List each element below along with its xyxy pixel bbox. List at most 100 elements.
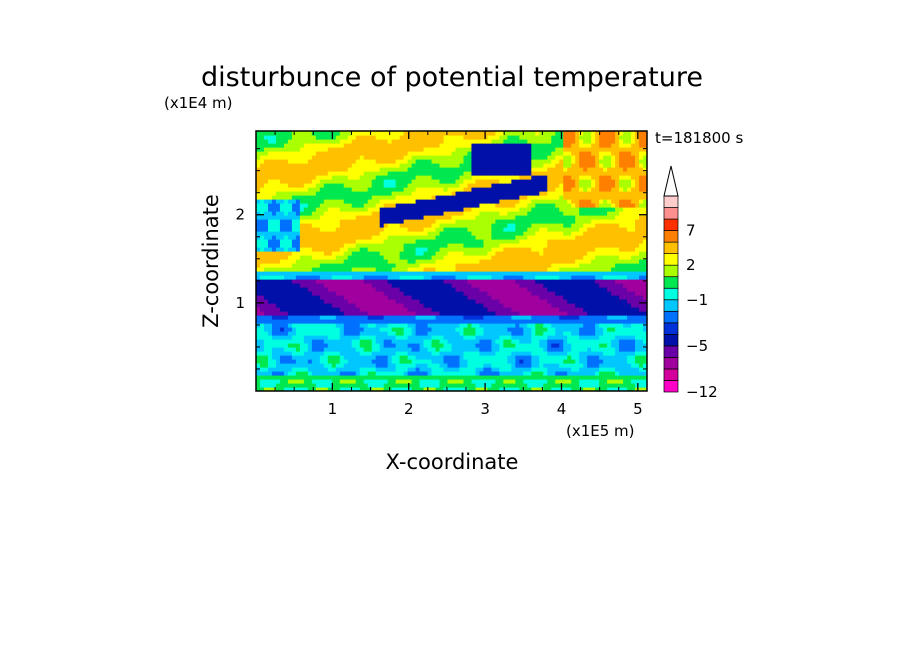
heatmap-cell — [619, 295, 624, 300]
heatmap-cell — [535, 315, 540, 320]
heatmap-cell — [591, 235, 596, 240]
heatmap-cell — [495, 303, 500, 308]
heatmap-cell — [427, 371, 433, 376]
heatmap-cell — [587, 291, 592, 296]
heatmap-cell — [463, 347, 469, 352]
heatmap-cell — [443, 323, 449, 328]
heatmap-cell — [331, 375, 337, 380]
heatmap-cell — [331, 371, 337, 376]
heatmap-cell — [415, 355, 421, 360]
heatmap-cell — [583, 243, 588, 248]
heatmap-cell — [555, 363, 560, 368]
heatmap-cell — [495, 355, 500, 360]
heatmap-cell — [419, 379, 425, 384]
heatmap-cell — [271, 219, 277, 224]
heatmap-cell — [435, 251, 441, 256]
heatmap-cell — [256, 351, 261, 356]
heatmap-cell — [455, 383, 461, 388]
heatmap-cell — [451, 235, 457, 240]
heatmap-cell — [523, 371, 528, 376]
heatmap-cell — [579, 327, 584, 332]
heatmap-cell — [431, 207, 437, 212]
heatmap-cell — [639, 207, 644, 212]
heatmap-cell — [315, 375, 321, 380]
heatmap-cell — [619, 235, 624, 240]
heatmap-cell — [543, 207, 548, 212]
heatmap-cell — [287, 203, 293, 208]
heatmap-cell — [451, 347, 457, 352]
heatmap-cell — [355, 243, 361, 248]
heatmap-cell — [555, 355, 560, 360]
heatmap-cell — [463, 215, 469, 220]
heatmap-cell — [287, 371, 293, 376]
heatmap-cell — [407, 287, 413, 292]
heatmap-cell — [527, 227, 532, 232]
heatmap-cell — [595, 319, 600, 324]
heatmap-cell — [487, 207, 492, 212]
heatmap-cell — [595, 387, 600, 391]
heatmap-cell — [591, 355, 596, 360]
heatmap-cell — [443, 275, 449, 280]
heatmap-cell — [551, 215, 556, 220]
heatmap-cell — [483, 303, 489, 308]
heatmap-cell — [531, 379, 536, 384]
heatmap-cell — [275, 303, 281, 308]
heatmap-cell — [635, 247, 640, 252]
heatmap-cell — [287, 339, 293, 344]
heatmap-cell — [323, 371, 329, 376]
heatmap-cell — [311, 287, 317, 292]
heatmap-cell — [439, 359, 445, 364]
heatmap-cell — [631, 219, 636, 224]
heatmap-cell — [423, 247, 429, 252]
heatmap-cell — [263, 207, 269, 212]
heatmap-cell — [507, 251, 512, 256]
heatmap-cell — [515, 235, 520, 240]
heatmap-cell — [547, 387, 552, 391]
heatmap-cell — [267, 311, 273, 316]
heatmap-cell — [299, 387, 305, 391]
heatmap-cell — [443, 191, 449, 196]
heatmap-cell — [459, 311, 465, 316]
heatmap-cell — [271, 259, 277, 264]
heatmap-cell — [443, 371, 449, 376]
heatmap-cell — [315, 319, 321, 324]
heatmap-cell — [295, 187, 301, 192]
heatmap-cell — [391, 343, 397, 348]
heatmap-cell — [435, 227, 441, 232]
heatmap-cell — [343, 379, 349, 384]
heatmap-cell — [407, 275, 413, 280]
heatmap-cell — [531, 315, 536, 320]
heatmap-cell — [443, 299, 449, 304]
heatmap-cell — [395, 319, 401, 324]
heatmap-cell — [567, 291, 572, 296]
heatmap-cell — [631, 331, 636, 336]
heatmap-cell — [387, 307, 393, 312]
heatmap-cell — [491, 319, 496, 324]
heatmap-cell — [567, 387, 572, 391]
heatmap-cell — [279, 351, 285, 356]
heatmap-cell — [503, 255, 508, 260]
heatmap-cell — [371, 331, 377, 336]
heatmap-cell — [415, 379, 421, 384]
heatmap-cell — [635, 207, 640, 212]
heatmap-cell — [375, 375, 381, 380]
heatmap-cell — [351, 215, 357, 220]
heatmap-cell — [479, 343, 485, 348]
heatmap-cell — [547, 279, 552, 284]
heatmap-cell — [599, 343, 604, 348]
heatmap-cell — [539, 187, 544, 192]
heatmap-cell — [615, 219, 620, 224]
heatmap-cell — [447, 383, 453, 388]
heatmap-cell — [471, 255, 477, 260]
heatmap-cell — [595, 331, 600, 336]
heatmap-cell — [383, 235, 389, 240]
heatmap-cell — [463, 219, 469, 224]
heatmap-cell — [271, 307, 277, 312]
heatmap-cell — [275, 367, 281, 372]
heatmap-cell — [559, 319, 564, 324]
heatmap-cell — [319, 263, 325, 268]
heatmap-cell — [359, 227, 365, 232]
heatmap-cell — [315, 315, 321, 320]
heatmap-cell — [599, 287, 604, 292]
heatmap-cell — [571, 375, 576, 380]
